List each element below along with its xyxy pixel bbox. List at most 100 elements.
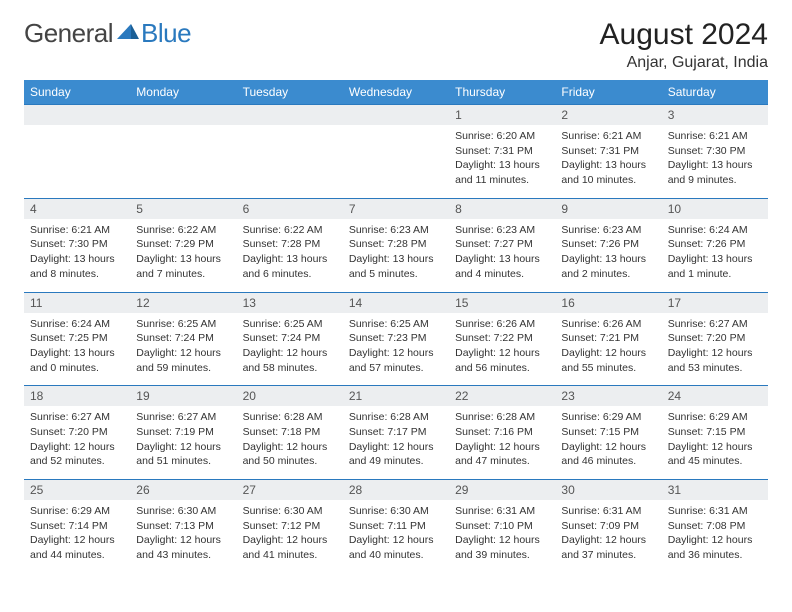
sunrise-line: Sunrise: 6:25 AM bbox=[349, 317, 443, 332]
sunrise-line: Sunrise: 6:26 AM bbox=[561, 317, 655, 332]
weekday-header-row: SundayMondayTuesdayWednesdayThursdayFrid… bbox=[24, 80, 768, 105]
weekday-header: Sunday bbox=[24, 80, 130, 105]
sunset-line: Sunset: 7:28 PM bbox=[243, 237, 337, 252]
day-number-row: 11121314151617 bbox=[24, 292, 768, 313]
day-number: 24 bbox=[662, 386, 768, 407]
sunset-line: Sunset: 7:16 PM bbox=[455, 425, 549, 440]
day-details-cell: Sunrise: 6:25 AMSunset: 7:24 PMDaylight:… bbox=[130, 313, 236, 386]
sunrise-line: Sunrise: 6:25 AM bbox=[243, 317, 337, 332]
day-number: 9 bbox=[555, 198, 661, 219]
day-number: 14 bbox=[343, 292, 449, 313]
day-number: 13 bbox=[237, 292, 343, 313]
daylight-line: Daylight: 12 hours and 37 minutes. bbox=[561, 533, 655, 562]
day-number: 6 bbox=[237, 198, 343, 219]
sunset-line: Sunset: 7:22 PM bbox=[455, 331, 549, 346]
day-details-cell: Sunrise: 6:26 AMSunset: 7:22 PMDaylight:… bbox=[449, 313, 555, 386]
day-details-row: Sunrise: 6:21 AMSunset: 7:30 PMDaylight:… bbox=[24, 219, 768, 292]
location: Anjar, Gujarat, India bbox=[600, 54, 768, 72]
weekday-header: Monday bbox=[130, 80, 236, 105]
sunset-line: Sunset: 7:21 PM bbox=[561, 331, 655, 346]
day-number: 29 bbox=[449, 480, 555, 501]
sunset-line: Sunset: 7:30 PM bbox=[668, 144, 762, 159]
sunset-line: Sunset: 7:09 PM bbox=[561, 519, 655, 534]
daylight-line: Daylight: 12 hours and 58 minutes. bbox=[243, 346, 337, 375]
daylight-line: Daylight: 12 hours and 51 minutes. bbox=[136, 440, 230, 469]
day-details-cell: Sunrise: 6:27 AMSunset: 7:20 PMDaylight:… bbox=[24, 406, 130, 479]
sunrise-line: Sunrise: 6:20 AM bbox=[455, 129, 549, 144]
daylight-line: Daylight: 12 hours and 39 minutes. bbox=[455, 533, 549, 562]
day-details-cell: Sunrise: 6:30 AMSunset: 7:13 PMDaylight:… bbox=[130, 500, 236, 573]
sunset-line: Sunset: 7:24 PM bbox=[136, 331, 230, 346]
weekday-header: Thursday bbox=[449, 80, 555, 105]
daylight-line: Daylight: 12 hours and 55 minutes. bbox=[561, 346, 655, 375]
day-details-cell: Sunrise: 6:21 AMSunset: 7:30 PMDaylight:… bbox=[662, 125, 768, 198]
daylight-line: Daylight: 13 hours and 9 minutes. bbox=[668, 158, 762, 187]
day-details-cell: Sunrise: 6:29 AMSunset: 7:15 PMDaylight:… bbox=[555, 406, 661, 479]
day-details-cell: Sunrise: 6:27 AMSunset: 7:20 PMDaylight:… bbox=[662, 313, 768, 386]
sunrise-line: Sunrise: 6:28 AM bbox=[243, 410, 337, 425]
day-number: 4 bbox=[24, 198, 130, 219]
sunset-line: Sunset: 7:08 PM bbox=[668, 519, 762, 534]
day-number: 19 bbox=[130, 386, 236, 407]
day-number: 27 bbox=[237, 480, 343, 501]
sunrise-line: Sunrise: 6:29 AM bbox=[668, 410, 762, 425]
weekday-header: Wednesday bbox=[343, 80, 449, 105]
logo-word2: Blue bbox=[141, 18, 191, 49]
sunrise-line: Sunrise: 6:22 AM bbox=[136, 223, 230, 238]
sunset-line: Sunset: 7:20 PM bbox=[30, 425, 124, 440]
day-number bbox=[130, 105, 236, 126]
day-details-cell: Sunrise: 6:22 AMSunset: 7:29 PMDaylight:… bbox=[130, 219, 236, 292]
sunset-line: Sunset: 7:24 PM bbox=[243, 331, 337, 346]
day-details-cell: Sunrise: 6:31 AMSunset: 7:08 PMDaylight:… bbox=[662, 500, 768, 573]
day-number: 1 bbox=[449, 105, 555, 126]
day-details-row: Sunrise: 6:27 AMSunset: 7:20 PMDaylight:… bbox=[24, 406, 768, 479]
title-block: August 2024 Anjar, Gujarat, India bbox=[600, 18, 768, 72]
sunrise-line: Sunrise: 6:31 AM bbox=[668, 504, 762, 519]
sunset-line: Sunset: 7:15 PM bbox=[561, 425, 655, 440]
day-details-cell: Sunrise: 6:28 AMSunset: 7:16 PMDaylight:… bbox=[449, 406, 555, 479]
daylight-line: Daylight: 13 hours and 8 minutes. bbox=[30, 252, 124, 281]
sunrise-line: Sunrise: 6:29 AM bbox=[561, 410, 655, 425]
sunset-line: Sunset: 7:29 PM bbox=[136, 237, 230, 252]
sunset-line: Sunset: 7:13 PM bbox=[136, 519, 230, 534]
daylight-line: Daylight: 13 hours and 7 minutes. bbox=[136, 252, 230, 281]
daylight-line: Daylight: 12 hours and 40 minutes. bbox=[349, 533, 443, 562]
day-number: 7 bbox=[343, 198, 449, 219]
daylight-line: Daylight: 12 hours and 52 minutes. bbox=[30, 440, 124, 469]
day-number bbox=[24, 105, 130, 126]
sunrise-line: Sunrise: 6:31 AM bbox=[561, 504, 655, 519]
daylight-line: Daylight: 12 hours and 53 minutes. bbox=[668, 346, 762, 375]
sunset-line: Sunset: 7:11 PM bbox=[349, 519, 443, 534]
daylight-line: Daylight: 12 hours and 46 minutes. bbox=[561, 440, 655, 469]
day-details-cell: Sunrise: 6:26 AMSunset: 7:21 PMDaylight:… bbox=[555, 313, 661, 386]
sunrise-line: Sunrise: 6:23 AM bbox=[349, 223, 443, 238]
sunset-line: Sunset: 7:10 PM bbox=[455, 519, 549, 534]
sunrise-line: Sunrise: 6:23 AM bbox=[561, 223, 655, 238]
day-details-row: Sunrise: 6:29 AMSunset: 7:14 PMDaylight:… bbox=[24, 500, 768, 573]
sunset-line: Sunset: 7:20 PM bbox=[668, 331, 762, 346]
sunrise-line: Sunrise: 6:22 AM bbox=[243, 223, 337, 238]
day-number: 20 bbox=[237, 386, 343, 407]
day-number: 11 bbox=[24, 292, 130, 313]
day-number: 31 bbox=[662, 480, 768, 501]
day-details-cell: Sunrise: 6:22 AMSunset: 7:28 PMDaylight:… bbox=[237, 219, 343, 292]
sunset-line: Sunset: 7:30 PM bbox=[30, 237, 124, 252]
weekday-header: Friday bbox=[555, 80, 661, 105]
daylight-line: Daylight: 13 hours and 5 minutes. bbox=[349, 252, 443, 281]
sunset-line: Sunset: 7:12 PM bbox=[243, 519, 337, 534]
day-details-cell: Sunrise: 6:21 AMSunset: 7:30 PMDaylight:… bbox=[24, 219, 130, 292]
day-details-cell: Sunrise: 6:23 AMSunset: 7:28 PMDaylight:… bbox=[343, 219, 449, 292]
sunset-line: Sunset: 7:31 PM bbox=[561, 144, 655, 159]
sunrise-line: Sunrise: 6:30 AM bbox=[136, 504, 230, 519]
day-details-cell: Sunrise: 6:20 AMSunset: 7:31 PMDaylight:… bbox=[449, 125, 555, 198]
weekday-header: Tuesday bbox=[237, 80, 343, 105]
logo: General Blue bbox=[24, 18, 191, 49]
daylight-line: Daylight: 13 hours and 11 minutes. bbox=[455, 158, 549, 187]
day-number: 23 bbox=[555, 386, 661, 407]
day-details-cell: Sunrise: 6:29 AMSunset: 7:14 PMDaylight:… bbox=[24, 500, 130, 573]
day-details-cell bbox=[343, 125, 449, 198]
sunrise-line: Sunrise: 6:31 AM bbox=[455, 504, 549, 519]
sunset-line: Sunset: 7:25 PM bbox=[30, 331, 124, 346]
day-number: 16 bbox=[555, 292, 661, 313]
day-details-cell: Sunrise: 6:27 AMSunset: 7:19 PMDaylight:… bbox=[130, 406, 236, 479]
